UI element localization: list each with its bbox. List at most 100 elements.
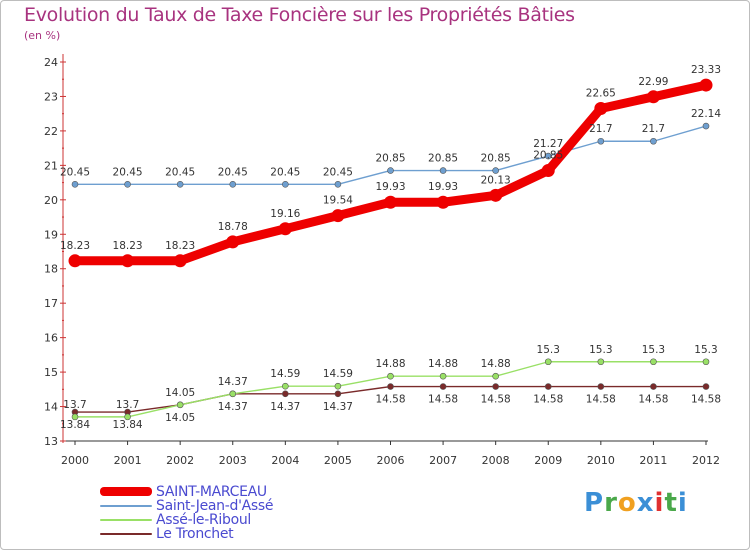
data-label-ass-le-riboul-2006: 14.88	[375, 358, 405, 370]
point-ass-le-riboul-2012	[702, 358, 710, 366]
legend-label-saint-marceau: SAINT-MARCEAU	[156, 484, 267, 500]
y-tick-label-23: 23	[44, 90, 58, 103]
x-tick-label-2006: 2006	[377, 454, 405, 467]
point-le-tronchet-2010	[597, 383, 605, 390]
data-label-saint-jean-d-ass--2012: 22.14	[691, 108, 721, 120]
point-le-tronchet-2009	[544, 383, 552, 390]
point-le-tronchet-2008	[492, 383, 499, 390]
point-saint-jean-d-ass--2004	[282, 181, 289, 188]
point-le-tronchet-2006	[387, 383, 394, 390]
data-label-ass-le-riboul-2005: 14.59	[323, 368, 353, 380]
data-label-ass-le-riboul-2003: 14.37	[218, 376, 248, 388]
y-tick-label-18: 18	[44, 263, 58, 276]
point-le-tronchet-2011	[650, 383, 657, 390]
data-label-le-tronchet-2002: 14.05	[165, 412, 195, 424]
point-ass-le-riboul-2008	[492, 372, 499, 380]
x-tick-label-2001: 2001	[114, 454, 142, 467]
data-label-ass-le-riboul-2012: 15.3	[694, 344, 717, 356]
x-tick-label-2003: 2003	[219, 454, 247, 467]
data-label-ass-le-riboul-2002: 14.05	[165, 387, 195, 399]
point-le-tronchet-2004	[282, 390, 289, 398]
data-label-saint-jean-d-ass--2010: 21.7	[589, 123, 612, 135]
logo-letter: i	[654, 488, 665, 518]
data-label-le-tronchet-2009: 14.58	[533, 394, 563, 406]
point-saint-jean-d-ass--2000	[71, 181, 79, 188]
data-label-ass-le-riboul-2008: 14.88	[481, 358, 511, 370]
legend-label-le-tronchet: Le Tronchet	[156, 526, 234, 542]
line-chart: 13 14 15 16 17 18 19 20 21 22 23 24 2000 2001 2002 2003…	[44, 54, 721, 467]
y-tick-label-21: 21	[44, 159, 58, 172]
y-tick-label-24: 24	[44, 56, 58, 69]
data-label-saint-jean-d-ass--2011: 21.7	[642, 123, 665, 135]
x-tick-label-2012: 2012	[692, 454, 720, 467]
data-label-ass-le-riboul-2009: 15.3	[537, 344, 560, 356]
legend-label-saint-jean-d-asse: Saint-Jean-d'Assé	[156, 498, 274, 514]
x-tick-label-2000: 2000	[61, 454, 89, 467]
point-saint-marceau-2011	[646, 90, 660, 104]
y-unit-label: (en %)	[24, 29, 61, 42]
data-label-ass-le-riboul-2010: 15.3	[589, 344, 612, 356]
point-saint-jean-d-ass--2007	[439, 167, 447, 174]
data-label-saint-marceau-2009: 20.85	[533, 150, 563, 162]
data-label-ass-le-riboul-2001: 13.7	[116, 399, 139, 411]
point-saint-marceau-2006	[384, 195, 397, 209]
logo-letter: P	[584, 488, 605, 518]
data-label-le-tronchet-2012: 14.58	[691, 394, 721, 406]
point-saint-jean-d-ass--2002	[176, 181, 184, 188]
legend-swatch-le-tronchet	[100, 533, 152, 535]
legend-swatch-saint-marceau	[100, 487, 152, 496]
y-tick-label-19: 19	[44, 228, 58, 241]
point-saint-marceau-2003	[226, 235, 240, 249]
data-label-saint-jean-d-ass--2007: 20.85	[428, 153, 458, 165]
point-saint-marceau-2010	[594, 102, 608, 116]
data-label-saint-marceau-2000: 18.23	[60, 240, 90, 252]
point-le-tronchet-2012	[702, 383, 710, 390]
logo-letter: r	[604, 488, 618, 518]
y-tick-label-13: 13	[44, 435, 58, 448]
point-saint-marceau-2008	[489, 188, 503, 202]
point-saint-marceau-2001	[121, 254, 135, 268]
data-label-saint-jean-d-ass--2008: 20.85	[481, 153, 511, 165]
data-label-saint-marceau-2004: 19.16	[270, 208, 300, 220]
data-label-le-tronchet-2011: 14.58	[638, 394, 668, 406]
x-tick-label-2008: 2008	[482, 454, 510, 467]
data-label-saint-jean-d-ass--2006: 20.85	[375, 153, 405, 165]
y-tick-label-15: 15	[44, 366, 58, 379]
logo-letter: o	[617, 488, 637, 518]
x-tick-label-2005: 2005	[324, 454, 352, 467]
point-saint-jean-d-ass--2005	[334, 181, 342, 188]
point-ass-le-riboul-2006	[387, 372, 394, 380]
x-tick-label-2010: 2010	[587, 454, 615, 467]
legend-swatch-saint-jean-d-asse	[100, 505, 152, 507]
logo-letter: i	[677, 488, 688, 518]
point-saint-jean-d-ass--2003	[229, 181, 237, 188]
data-label-le-tronchet-2008: 14.58	[481, 394, 511, 406]
data-label-ass-le-riboul-2000: 13.7	[63, 399, 86, 411]
data-label-ass-le-riboul-2007: 14.88	[428, 358, 458, 370]
x-tick-label-2004: 2004	[271, 454, 299, 467]
data-label-saint-marceau-2005: 19.54	[323, 195, 353, 207]
data-label-saint-marceau-2003: 18.78	[218, 221, 248, 233]
data-label-saint-marceau-2001: 18.23	[113, 240, 143, 252]
point-le-tronchet-2007	[439, 383, 447, 390]
data-label-saint-jean-d-ass--2000: 20.45	[60, 166, 90, 178]
y-tick-label-22: 22	[44, 125, 58, 138]
point-saint-jean-d-ass--2012	[702, 122, 710, 130]
point-saint-marceau-2007	[436, 195, 450, 209]
legend-label-asse-le-riboul: Assé-le-Riboul	[156, 512, 252, 528]
point-saint-marceau-2012	[699, 78, 713, 92]
y-tick-label-16: 16	[44, 332, 58, 345]
point-saint-jean-d-ass--2008	[492, 167, 499, 174]
x-tick-label-2009: 2009	[534, 454, 562, 467]
data-label-ass-le-riboul-2004: 14.59	[270, 368, 300, 380]
data-label-saint-marceau-2006: 19.93	[375, 181, 405, 193]
data-label-le-tronchet-2000: 13.84	[60, 419, 90, 431]
data-label-saint-marceau-2007: 19.93	[428, 181, 458, 193]
point-saint-jean-d-ass--2009	[544, 152, 552, 160]
point-saint-jean-d-ass--2011	[650, 137, 657, 145]
point-saint-marceau-2002	[173, 254, 187, 268]
data-label-saint-marceau-2012: 23.33	[691, 64, 721, 76]
point-saint-marceau-2004	[278, 222, 292, 236]
data-label-saint-marceau-2011: 22.99	[638, 76, 668, 88]
data-label-saint-jean-d-ass--2001: 20.45	[113, 166, 143, 178]
